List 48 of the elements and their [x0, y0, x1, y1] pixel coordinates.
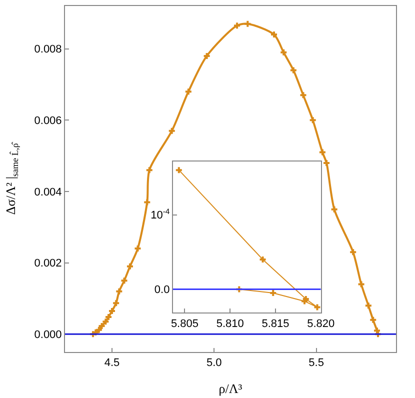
point — [126, 263, 133, 270]
x-axis-title: ρ/Λ³ — [218, 380, 242, 396]
point — [324, 160, 330, 166]
point — [116, 288, 122, 294]
y-tick-label: 10$^{-4}$ — [150, 207, 170, 222]
point — [300, 92, 306, 98]
point — [365, 302, 372, 309]
y-tick-label: 0.0 — [154, 284, 170, 296]
point — [108, 308, 115, 314]
point — [314, 304, 320, 310]
y-tick-label: 0.000 — [34, 329, 62, 342]
point — [350, 249, 356, 256]
point — [234, 22, 240, 29]
point — [270, 290, 276, 296]
x-tick-label: 5.815 — [262, 318, 290, 330]
point — [144, 199, 150, 206]
point — [102, 318, 109, 325]
point — [98, 322, 105, 329]
y-tick-label: 0.006 — [34, 114, 62, 127]
point — [244, 20, 251, 27]
point — [204, 52, 210, 59]
x-tick-label: 4.5 — [104, 357, 120, 370]
point — [280, 49, 287, 56]
point — [176, 167, 182, 174]
point — [146, 167, 152, 174]
x-tick-label: 5.820 — [307, 318, 335, 330]
point — [185, 88, 192, 95]
point — [134, 246, 141, 252]
point — [358, 281, 364, 288]
point — [310, 117, 316, 124]
point — [290, 67, 296, 74]
point — [260, 256, 266, 262]
point — [319, 149, 326, 156]
point — [106, 314, 112, 320]
point — [370, 316, 376, 323]
point — [271, 32, 278, 38]
point — [113, 300, 120, 306]
x-tick-label: 5.0 — [206, 357, 222, 370]
x-tick-label: 5.810 — [216, 318, 244, 330]
x-tick-label: 5.5 — [308, 357, 324, 370]
x-tick-label: 5.805 — [170, 318, 198, 330]
point — [121, 278, 128, 284]
point — [331, 206, 338, 212]
y-tick-label: 0.002 — [34, 258, 62, 270]
point — [168, 128, 175, 134]
y-tick-label: 0.008 — [34, 44, 62, 56]
y-tick-label: 0.004 — [34, 186, 62, 198]
point — [96, 326, 102, 333]
